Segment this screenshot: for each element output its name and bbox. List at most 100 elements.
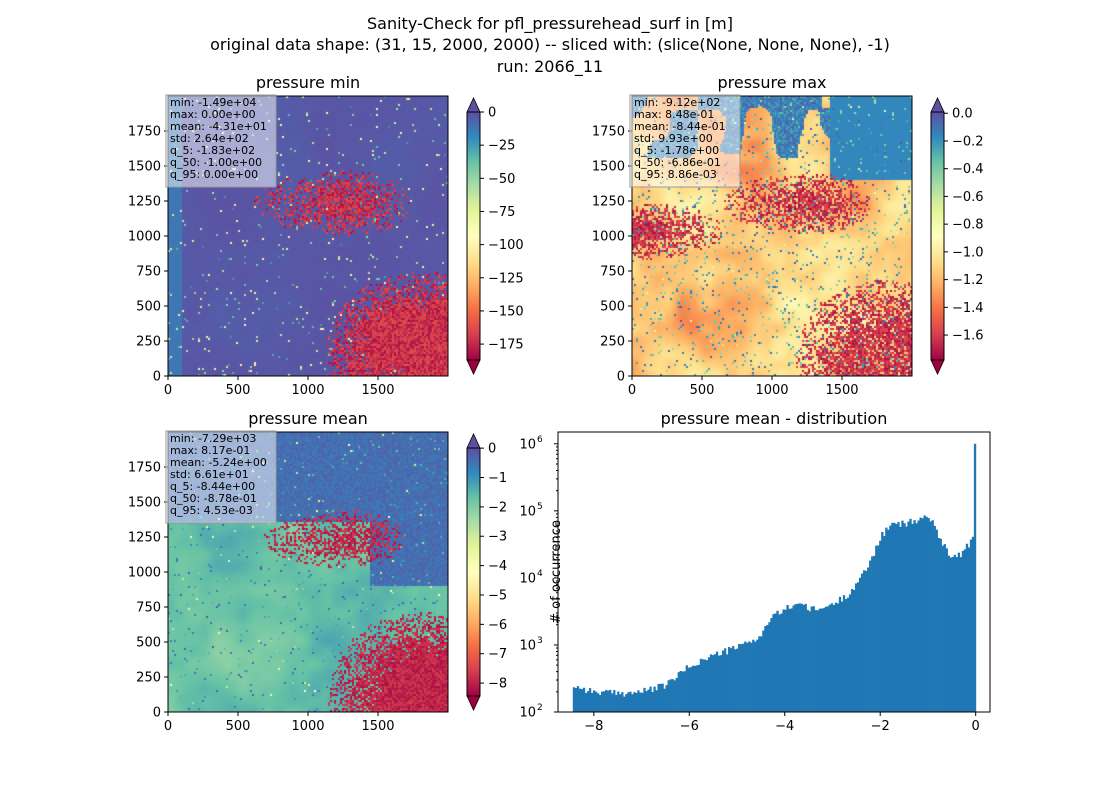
stats-line: mean: -5.24e+00 <box>170 456 267 469</box>
colorbar-frame <box>466 111 481 361</box>
histogram-bar <box>635 693 638 712</box>
histogram-bar <box>883 535 886 712</box>
colorbar-tick-label: 0 <box>488 442 496 457</box>
histogram-bar <box>675 677 678 712</box>
histogram-bar <box>740 644 743 712</box>
stats-box-background <box>165 94 277 188</box>
histogram-bar <box>806 609 809 712</box>
histogram-bar <box>921 518 924 712</box>
histogram-bar <box>846 597 850 712</box>
histogram-bar <box>637 690 640 712</box>
colorbar-tick-label: −50 <box>488 172 515 187</box>
stats-line: min: -9.12e+02 <box>634 96 720 109</box>
histogram-bar <box>669 679 672 712</box>
histogram-bar <box>742 643 745 712</box>
stats-line: q_95: 0.00e+00 <box>170 168 258 181</box>
x-tick-label: 500 <box>226 383 251 398</box>
stats-line: q_50: -8.78e-01 <box>170 492 257 505</box>
histogram-bar <box>917 520 920 712</box>
histogram-bar <box>750 642 753 712</box>
histogram-bar <box>810 606 813 712</box>
histogram-bar <box>844 598 848 712</box>
colorbar-tick-label: −0.2 <box>952 134 984 149</box>
y-tick-label: 250 <box>136 335 161 350</box>
histogram-bar <box>725 654 729 712</box>
histogram-bar <box>596 693 600 712</box>
colorbar-tick-label: −2 <box>488 500 507 515</box>
colorbar-tick-label: −1.4 <box>952 301 984 316</box>
histogram-bar <box>915 523 918 712</box>
histogram-bar <box>582 687 586 712</box>
histogram-bar <box>792 605 795 712</box>
y-tick-label: 0 <box>617 370 625 385</box>
colorbar-extend-min <box>930 359 945 375</box>
colorbar-tick-label: −8 <box>488 677 507 692</box>
stats-line: max: 8.48e-01 <box>634 108 714 121</box>
colorbar-tick-label: −75 <box>488 205 515 220</box>
histogram-bar <box>580 689 584 712</box>
histogram-bar <box>814 610 817 712</box>
histogram-bar <box>850 588 854 712</box>
histogram-bar <box>627 692 630 712</box>
histogram-bar <box>705 660 709 712</box>
histogram-bar <box>651 692 654 712</box>
histogram-bars <box>572 443 977 712</box>
x-tick-label: −4 <box>775 719 794 734</box>
histogram-bar <box>826 606 830 712</box>
histogram-bar <box>732 646 735 712</box>
y-tick-label: 1750 <box>128 125 161 140</box>
histogram-bar <box>617 691 620 712</box>
histogram-bar <box>941 545 944 712</box>
y-tick-label: 1000 <box>592 230 625 245</box>
suptitle-line-3: run: 2066_11 <box>497 57 603 77</box>
colorbar-extend-min <box>466 359 481 375</box>
histogram-bar <box>834 602 838 712</box>
colorbar-extend-min <box>466 695 481 711</box>
histogram-bar <box>758 636 761 712</box>
y-tick-label: 750 <box>136 601 161 616</box>
histogram-bar <box>623 696 626 712</box>
histogram-bar <box>931 520 934 712</box>
histogram-bar <box>784 609 787 712</box>
stats-line: q_95: 8.86e-03 <box>634 168 717 181</box>
histogram-bar <box>798 603 801 712</box>
histogram-bar <box>808 611 811 712</box>
stats-line: min: -7.29e+03 <box>170 432 256 445</box>
histogram-bar <box>679 670 682 712</box>
histogram-bar <box>594 691 598 712</box>
y-tick-label: 10 <box>519 638 536 653</box>
histogram-bar <box>836 603 840 712</box>
histogram-bar <box>818 608 822 712</box>
histogram-bar <box>885 527 888 712</box>
colorbar-tick-label: −25 <box>488 139 515 154</box>
plot-frame <box>557 431 991 713</box>
y-tick-label: 1750 <box>592 125 625 140</box>
y-tick-label: 1500 <box>592 160 625 175</box>
histogram-bar <box>945 548 948 712</box>
colorbar-tick-label: −1.6 <box>952 329 984 344</box>
histogram-bar <box>574 687 578 712</box>
panel-pressure-mean-distribution: pressure mean - distribution−8 −6 −4 −2 010 2… <box>519 409 991 734</box>
stats-box-background <box>165 430 277 524</box>
panel-title: pressure max <box>717 73 826 92</box>
histogram-bar <box>592 690 596 712</box>
y-tick-label: 10 <box>519 504 536 519</box>
panel-pressure-min: pressure min 0 500 1000 1500 0 250 500 750 1000 12… <box>128 73 524 398</box>
panel-pressure-mean: pressure mean 0 500 1000 1500 0 250 500 750 1000 1… <box>128 409 507 734</box>
histogram-bar <box>766 625 769 712</box>
histogram-bar <box>822 608 826 712</box>
stats-line: std: 2.64e+02 <box>170 132 249 145</box>
colorbar-tick-label: −1 <box>488 471 507 486</box>
stats-line: q_50: -1.00e+00 <box>170 156 262 169</box>
panel-title: pressure mean - distribution <box>661 409 888 428</box>
colorbar: 0 −25 −50 −75 −100 −125 −150 −175 <box>466 97 524 375</box>
histogram-bar <box>607 690 610 712</box>
histogram-bar <box>935 529 938 712</box>
stats-line: mean: -4.31e+01 <box>170 120 267 133</box>
histogram-bar <box>748 641 751 712</box>
histogram-bar <box>939 538 942 712</box>
histogram-bar <box>727 647 731 712</box>
colorbar-extend-max <box>466 433 481 449</box>
